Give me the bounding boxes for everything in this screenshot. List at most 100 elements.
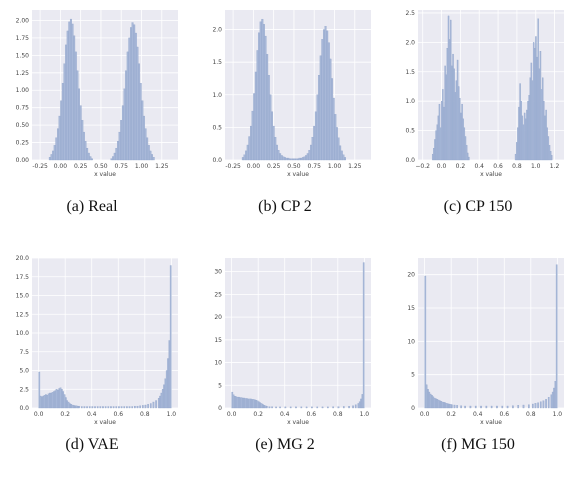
histogram-bar — [149, 403, 152, 409]
histogram-bar — [439, 400, 441, 409]
histogram-bar — [61, 83, 64, 161]
histogram-bar — [112, 156, 115, 161]
x-tick-label: 0.8 — [140, 411, 150, 418]
histogram-bar — [306, 153, 309, 161]
histogram-bar — [460, 112, 462, 161]
histogram-bar — [259, 402, 261, 409]
histogram-bar — [515, 142, 518, 161]
histogram-bar — [142, 405, 144, 409]
histogram-bar — [147, 145, 150, 161]
histogram-bar — [512, 405, 514, 409]
histogram-bar — [128, 406, 131, 409]
y-tick-label: 2.00 — [16, 17, 30, 24]
chart-panel-mg150: 0 5 10 15 20 0.0 0.2 0.4 0.6 0.8 1.0 x value (f) MG… — [388, 248, 568, 478]
histogram-bar — [308, 150, 311, 161]
x-tick-label: 0.4 — [87, 411, 97, 418]
histogram-bar — [517, 127, 519, 161]
histogram-bar — [63, 394, 66, 409]
histogram-bar — [267, 75, 270, 161]
x-tick-label: -0.25 — [32, 163, 48, 170]
histogram-bar — [490, 405, 493, 409]
histogram-bar — [555, 264, 558, 409]
histogram-bar — [465, 145, 468, 161]
histogram-bar — [295, 158, 298, 161]
histogram-bar — [313, 125, 316, 161]
histogram-bar — [425, 384, 428, 409]
histogram-bar — [275, 406, 277, 409]
histogram-bar — [65, 397, 67, 409]
chart-panel-real: 0.00 0.25 0.50 0.75 1.00 1.25 1.50 1.75 2.00 -0.2… — [2, 2, 182, 232]
histogram-bar — [169, 265, 172, 409]
histogram-bar — [94, 406, 96, 409]
histogram-bar — [251, 110, 254, 161]
histogram-bar — [460, 405, 462, 409]
histogram-bar — [277, 150, 280, 161]
histogram-bar — [78, 88, 81, 161]
histogram-bar — [545, 109, 547, 161]
histogram-bar — [279, 406, 281, 409]
histogram-bar — [248, 136, 251, 161]
x-tick-label: 0.0 — [420, 411, 430, 418]
histogram-bar — [86, 406, 88, 409]
histogram-bar — [523, 112, 526, 161]
histogram-bar — [246, 398, 248, 409]
histogram-bar — [244, 398, 247, 409]
histogram-bar — [159, 395, 161, 409]
histogram-bar — [531, 403, 534, 409]
histogram-bar — [543, 101, 545, 161]
histogram-bar — [134, 32, 137, 161]
histogram-bar — [269, 94, 272, 161]
histogram-bar — [110, 158, 113, 161]
histogram-bar — [311, 406, 313, 409]
histogram-bar — [433, 397, 436, 409]
histogram-bar — [66, 30, 69, 161]
histogram-bar — [438, 103, 441, 161]
histogram-bar — [120, 406, 123, 409]
histogram-bar — [545, 399, 547, 409]
histogram-bar — [352, 405, 354, 409]
y-tick-label: 0.50 — [16, 122, 30, 129]
histogram-bar — [151, 154, 154, 161]
histogram-bar — [52, 150, 55, 161]
histogram-bar — [443, 402, 445, 409]
histogram-bar — [71, 404, 74, 409]
histogram-bar — [361, 394, 364, 409]
histogram-bar — [456, 405, 458, 409]
caption-cp2: (b) CP 2 — [258, 198, 312, 215]
histogram-bar — [120, 120, 123, 161]
x-axis-label: x value — [94, 419, 116, 426]
histogram-bar — [69, 403, 71, 409]
histogram-bar — [451, 65, 453, 161]
histogram-bar — [534, 403, 537, 409]
histogram-bar — [274, 137, 277, 161]
histogram-bar — [303, 156, 306, 161]
histogram-bar — [131, 406, 134, 409]
histogram-bar — [235, 396, 238, 409]
histogram-bar — [254, 71, 257, 161]
histogram-bar — [441, 101, 443, 161]
y-tick-label: 0.5 — [405, 128, 415, 135]
histogram-bar — [431, 395, 433, 409]
histogram-bar — [39, 395, 42, 409]
x-tick-label: 0.8 — [512, 163, 522, 170]
histogram-bar — [534, 48, 536, 161]
histogram-bar — [260, 403, 263, 409]
histogram-bar — [138, 63, 141, 161]
histogram-bar — [258, 401, 260, 409]
y-tick-label: 7.5 — [19, 349, 29, 356]
histogram-bar — [362, 262, 365, 409]
histogram-bar — [342, 154, 345, 161]
y-tick-label: 0.0 — [212, 157, 222, 164]
histogram-bar — [464, 136, 467, 161]
histogram-bar — [146, 137, 149, 161]
histogram-bar — [91, 158, 93, 161]
histogram-bar — [70, 404, 72, 409]
histogram-bar — [435, 130, 437, 161]
histogram-bar — [287, 157, 290, 161]
histogram-bar — [89, 156, 92, 161]
y-tick-label: 1.5 — [405, 69, 415, 76]
histogram-bar — [339, 145, 342, 161]
histogram-bar — [258, 32, 261, 161]
histogram-bar — [525, 118, 527, 161]
histogram-bar — [431, 153, 434, 161]
